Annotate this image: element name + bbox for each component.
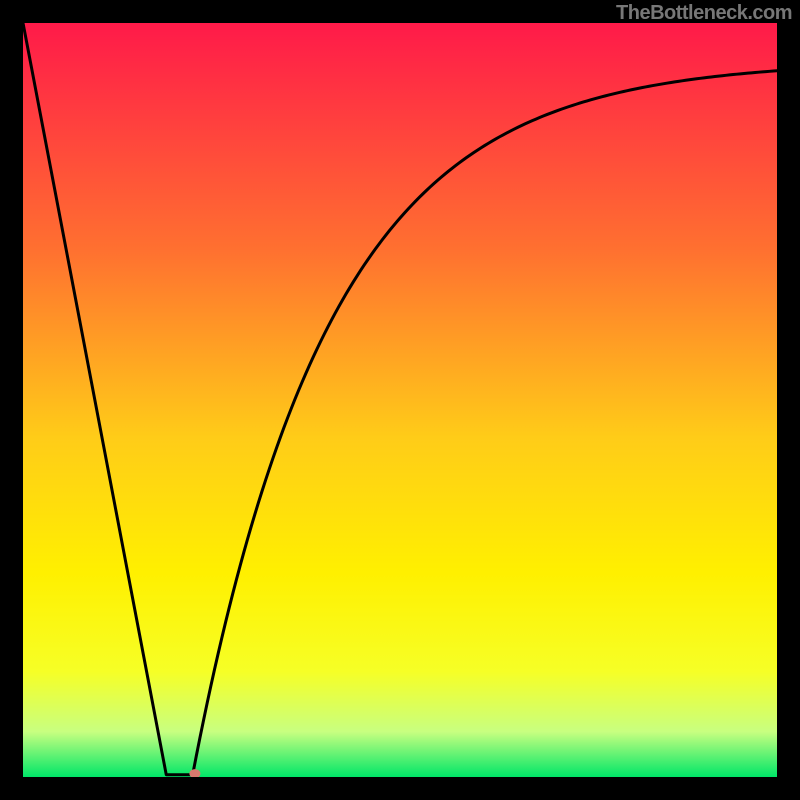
chart-container: TheBottleneck.com xyxy=(0,0,800,800)
optimal-point-marker xyxy=(189,769,200,778)
watermark-text: TheBottleneck.com xyxy=(616,2,792,25)
bottleneck-chart-svg xyxy=(0,0,800,800)
chart-gradient-background xyxy=(23,23,777,777)
